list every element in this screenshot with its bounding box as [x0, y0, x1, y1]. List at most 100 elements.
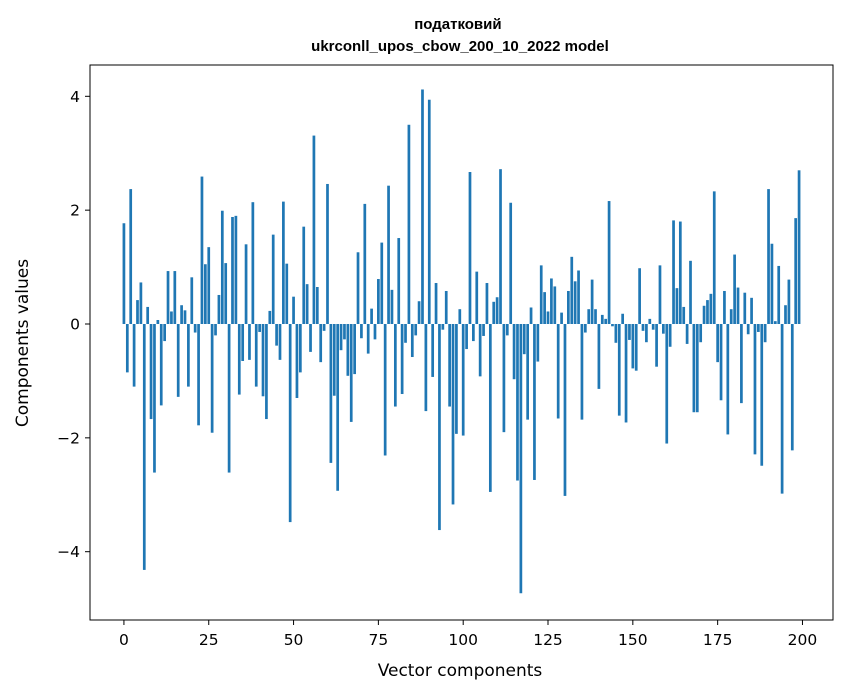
bar-85: [411, 324, 414, 357]
bar-40: [258, 324, 261, 332]
bar-139: [594, 309, 597, 324]
bar-52: [299, 324, 302, 372]
bar-132: [570, 257, 573, 324]
bar-98: [455, 324, 458, 434]
bar-186: [754, 324, 757, 454]
bar-129: [560, 313, 563, 324]
bar-28: [218, 295, 221, 324]
bar-18: [184, 310, 187, 324]
bar-54: [306, 284, 309, 324]
bar-168: [693, 324, 696, 412]
bar-187: [757, 324, 760, 332]
bar-76: [380, 243, 383, 324]
bar-104: [475, 272, 478, 324]
bar-8: [150, 324, 153, 419]
bar-61: [330, 324, 333, 463]
bar-179: [730, 309, 733, 324]
bar-84: [408, 125, 411, 324]
x-tick-label-50: 50: [284, 631, 304, 649]
bar-14: [170, 311, 173, 324]
bar-63: [336, 324, 339, 491]
bar-157: [655, 324, 658, 367]
x-tick-label-75: 75: [369, 631, 389, 649]
bar-55: [309, 324, 312, 352]
chart-title-line-1: податковий: [414, 16, 501, 33]
bar-70: [360, 324, 363, 338]
bar-111: [499, 169, 502, 324]
bar-22: [197, 324, 200, 425]
bar-51: [296, 324, 299, 398]
chart-title-line-2: ukrconll_upos_cbow_200_10_2022 model: [311, 38, 609, 55]
bar-21: [194, 324, 197, 333]
bar-66: [346, 324, 349, 376]
bar-112: [503, 324, 506, 432]
bar-126: [550, 278, 553, 324]
bar-31: [228, 324, 231, 473]
bar-182: [740, 324, 743, 403]
bar-147: [621, 314, 624, 324]
bar-124: [543, 292, 546, 324]
bar-190: [767, 189, 770, 324]
bar-149: [628, 324, 631, 340]
bar-33: [235, 216, 238, 324]
bar-188: [760, 324, 763, 466]
bar-102: [469, 172, 472, 324]
bar-69: [357, 252, 360, 324]
bar-195: [784, 305, 787, 324]
bar-79: [391, 290, 394, 324]
bar-162: [672, 220, 675, 324]
bar-36: [245, 244, 248, 324]
bar-89: [425, 324, 428, 411]
bar-194: [781, 324, 784, 494]
bar-122: [536, 324, 539, 362]
bar-159: [662, 324, 665, 334]
bar-137: [587, 309, 590, 324]
bar-130: [564, 324, 567, 496]
bar-19: [187, 324, 190, 387]
bar-136: [584, 324, 587, 333]
bar-20: [190, 277, 193, 324]
bar-0: [123, 223, 126, 324]
bar-145: [615, 324, 618, 343]
x-axis-label: Vector components: [378, 661, 543, 681]
bar-1: [126, 324, 129, 372]
bar-27: [214, 324, 217, 335]
bar-45: [275, 324, 278, 346]
bar-173: [710, 294, 713, 324]
bar-183: [743, 293, 746, 324]
bar-83: [404, 324, 407, 343]
bar-39: [255, 324, 258, 387]
bar-67: [350, 324, 353, 422]
bar-125: [547, 311, 550, 324]
bar-71: [363, 204, 366, 324]
bar-49: [289, 324, 292, 522]
bar-153: [642, 324, 645, 331]
bar-87: [418, 301, 421, 324]
bar-44: [272, 235, 275, 324]
bar-95: [445, 291, 448, 324]
bar-185: [750, 298, 753, 324]
x-tick-label-100: 100: [448, 631, 478, 649]
bar-24: [204, 264, 207, 324]
bar-60: [326, 184, 329, 324]
bar-86: [414, 324, 417, 335]
bar-30: [224, 263, 227, 324]
bar-13: [167, 271, 170, 324]
bar-189: [764, 324, 767, 342]
bar-99: [458, 309, 461, 324]
bar-118: [523, 324, 526, 354]
bar-108: [489, 324, 492, 492]
bar-109: [492, 302, 495, 324]
bar-116: [516, 324, 519, 481]
bar-32: [231, 217, 234, 324]
bar-177: [723, 291, 726, 324]
bar-141: [601, 315, 604, 324]
bar-196: [788, 280, 791, 324]
y-tick-label-2: 2: [70, 202, 80, 220]
x-tick-label-200: 200: [788, 631, 818, 649]
bar-68: [353, 324, 356, 374]
bar-128: [557, 324, 560, 418]
bar-11: [160, 324, 163, 405]
bar-96: [448, 324, 451, 407]
bar-6: [143, 324, 146, 570]
